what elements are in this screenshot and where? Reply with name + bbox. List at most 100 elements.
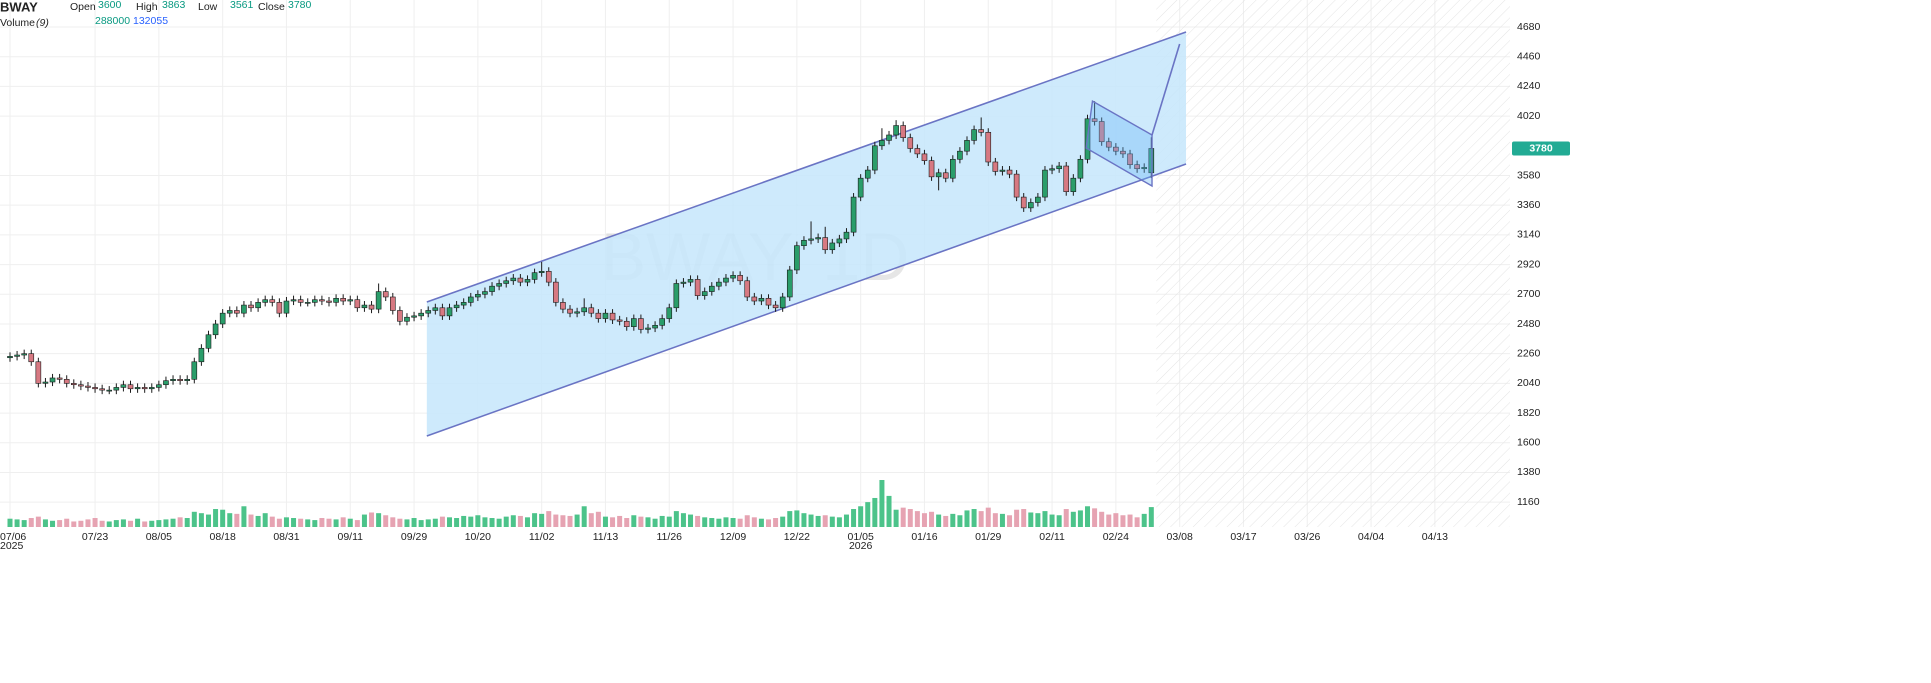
candle-body	[581, 307, 587, 313]
candle-body	[205, 334, 212, 349]
candle-body	[737, 275, 743, 282]
volume-bar	[624, 518, 630, 527]
candle-body	[460, 302, 467, 306]
candle-body	[935, 172, 942, 178]
volume-bar	[1085, 506, 1091, 527]
y-tick-label: 4680	[1517, 21, 1541, 33]
candle-body	[85, 385, 91, 388]
volume-bar	[574, 514, 580, 527]
channel-line	[426, 31, 1187, 303]
candle-body	[730, 275, 736, 279]
volume-bar	[936, 514, 942, 527]
volume-bar	[985, 507, 991, 527]
volume-bar	[92, 518, 98, 527]
volume-bar	[553, 514, 559, 527]
candle-body	[680, 281, 687, 284]
x-tick-label: 09/11	[338, 531, 364, 543]
candle-body	[482, 291, 488, 295]
candle-body	[99, 388, 105, 391]
candle-body	[234, 310, 240, 314]
volume-bar	[35, 516, 41, 527]
volume-bar	[766, 519, 772, 527]
volume-bar	[822, 515, 828, 527]
candle-body	[361, 304, 368, 309]
candle-body	[701, 291, 708, 296]
candle-body	[219, 312, 226, 325]
candle-body	[950, 158, 956, 179]
volume-bar	[829, 516, 835, 527]
volume-bar	[404, 519, 410, 527]
y-tick-label: 3360	[1517, 199, 1541, 211]
volume-bar	[900, 507, 906, 527]
volume-bar	[411, 518, 417, 527]
volume-bar	[1063, 509, 1069, 527]
flag-pattern	[1085, 99, 1153, 188]
volume-bar	[815, 515, 821, 527]
volume-bar	[305, 519, 311, 527]
candle-body	[609, 312, 616, 321]
volume-bar	[106, 521, 112, 527]
volume-bar	[312, 520, 318, 527]
volume-bar	[794, 510, 800, 527]
x-tick-label: 07/23	[82, 531, 108, 543]
volume-bar	[71, 521, 77, 527]
x-tick-label: 03/26	[1294, 531, 1320, 543]
volume-bar	[347, 518, 353, 527]
volume-bar	[588, 513, 594, 527]
volume-bar	[659, 515, 665, 527]
volume-bar	[1077, 510, 1083, 527]
volume-bar	[929, 511, 935, 527]
candle-body	[808, 238, 814, 241]
candle-body	[276, 302, 283, 314]
candle-body	[475, 293, 481, 298]
parallel-channel	[426, 31, 1187, 437]
volume-bar	[695, 515, 701, 527]
candle-body	[1141, 167, 1148, 170]
candle-body	[1098, 121, 1105, 143]
x-tick-label: 11/13	[593, 531, 619, 543]
candle-body	[1042, 169, 1048, 198]
candle-body	[623, 320, 630, 327]
volume-bar	[1028, 512, 1034, 527]
candle-body	[1063, 165, 1070, 192]
candle-body	[106, 389, 113, 392]
candle-body	[510, 277, 517, 282]
x-tick-label: 01/05	[848, 531, 874, 543]
volume-ma-value: 132055	[133, 15, 168, 27]
foreground-layer: BWAY Open 3600 High 3863 Low 3561 Close …	[0, 0, 1570, 552]
candle-body	[850, 196, 857, 233]
volume-bar	[787, 511, 793, 527]
volume-bar	[858, 506, 864, 527]
candle-body	[439, 307, 446, 317]
volume-bar	[546, 511, 552, 527]
legend-value: 3600	[98, 0, 122, 11]
candle-body	[560, 302, 566, 310]
candle-body	[1077, 158, 1084, 179]
candle-body	[283, 300, 290, 314]
candle-body	[886, 134, 892, 141]
volume-bar	[142, 521, 148, 527]
candle-body	[971, 129, 977, 141]
candle-body	[843, 231, 850, 240]
candle-body	[772, 304, 779, 309]
volume-bar	[298, 518, 304, 527]
volume-bar	[227, 513, 233, 527]
candle-body	[574, 311, 580, 314]
volume-bar	[220, 509, 226, 527]
volume-bar	[1113, 513, 1119, 527]
candle-body	[829, 242, 836, 251]
candle-body	[673, 283, 680, 309]
volume-bar	[269, 516, 275, 527]
candle-body	[170, 379, 176, 381]
candle-body	[645, 327, 651, 330]
candle-body	[489, 285, 495, 292]
volume-bar	[957, 515, 963, 527]
volume-bar	[78, 520, 84, 527]
candle-body	[588, 307, 595, 314]
volume-bar	[1007, 515, 1013, 527]
volume-bar	[943, 515, 949, 527]
candle-body	[1105, 141, 1112, 148]
candle-body	[113, 387, 120, 391]
candle-body	[708, 285, 715, 292]
